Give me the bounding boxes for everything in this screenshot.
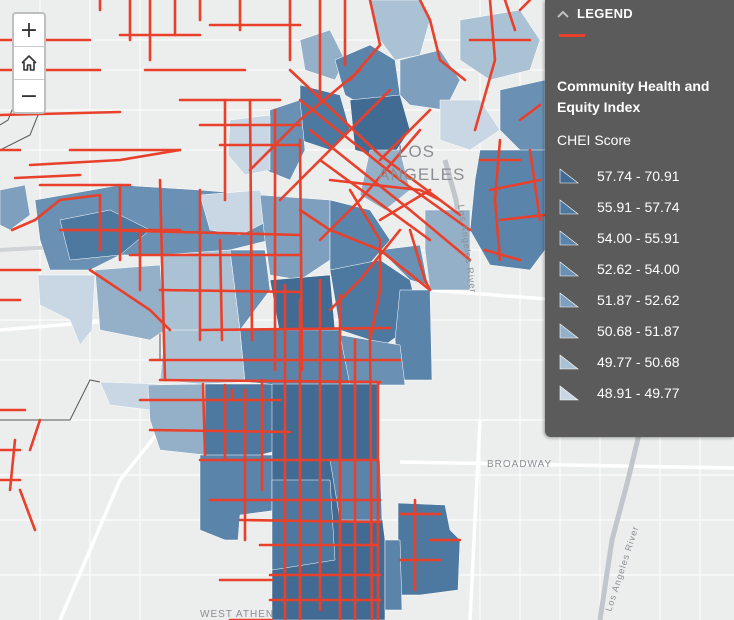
- legend-item: 50.68 - 51.87: [559, 315, 680, 346]
- legend-subtitle: CHEI Score: [557, 132, 631, 148]
- legend-item: 49.77 - 50.68: [559, 346, 680, 377]
- legend-item-label: 54.00 - 55.91: [597, 229, 680, 246]
- legend-item-label: 48.91 - 49.77: [597, 384, 680, 401]
- zoom-in-button[interactable]: +: [14, 14, 44, 47]
- legend-items: 57.74 - 70.91 55.91 - 57.74 54.00 - 55.9…: [559, 160, 680, 408]
- legend-toggle[interactable]: LEGEND: [557, 6, 633, 21]
- legend-swatch: [559, 322, 579, 338]
- city-label-line2: ANGELES: [378, 165, 465, 184]
- legend-item: 57.74 - 70.91: [559, 160, 680, 191]
- legend-item-label: 51.87 - 52.62: [597, 291, 680, 308]
- legend-item-label: 55.91 - 57.74: [597, 198, 680, 215]
- legend-header-label: LEGEND: [577, 6, 633, 21]
- legend-swatch: [559, 291, 579, 307]
- legend-panel: LEGEND Community Health and Equity Index…: [545, 0, 734, 437]
- legend-swatch: [559, 260, 579, 276]
- west-athens-label: WEST ATHEN: [200, 609, 274, 620]
- chei-districts: [0, 0, 546, 620]
- chevron-up-icon: [557, 6, 571, 21]
- legend-item: 48.91 - 49.77: [559, 377, 680, 408]
- legend-item: 51.87 - 52.62: [559, 284, 680, 315]
- legend-item: 54.00 - 55.91: [559, 222, 680, 253]
- city-label-line1: LOS: [398, 142, 435, 161]
- legend-swatch: [559, 384, 579, 400]
- legend-swatch: [559, 353, 579, 369]
- bike-route-legend-line: [559, 34, 585, 37]
- zoom-out-button[interactable]: −: [19, 83, 39, 109]
- legend-swatch: [559, 167, 579, 183]
- legend-swatch: [559, 229, 579, 245]
- home-button[interactable]: [14, 47, 44, 80]
- legend-item-label: 50.68 - 51.87: [597, 322, 680, 339]
- legend-item-label: 49.77 - 50.68: [597, 353, 680, 370]
- legend-item: 52.62 - 54.00: [559, 253, 680, 284]
- legend-item: 55.91 - 57.74: [559, 191, 680, 222]
- legend-swatch: [559, 198, 579, 214]
- home-icon: [21, 55, 37, 71]
- legend-title: Community Health and Equity Index: [557, 78, 710, 115]
- broadway-label: BROADWAY: [487, 459, 552, 470]
- zoom-control: + −: [12, 12, 46, 114]
- legend-item-label: 52.62 - 54.00: [597, 260, 680, 277]
- legend-item-label: 57.74 - 70.91: [597, 167, 680, 184]
